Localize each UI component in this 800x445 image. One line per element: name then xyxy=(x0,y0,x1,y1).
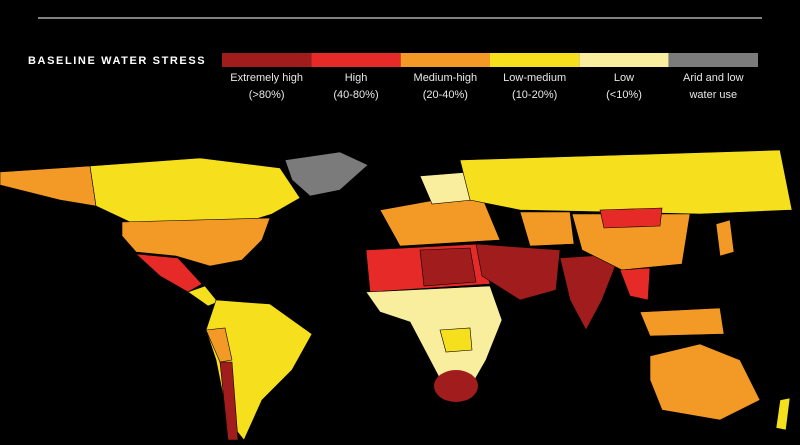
central-africa xyxy=(439,327,473,353)
legend-label: High xyxy=(345,72,368,84)
usa xyxy=(121,217,271,267)
chile xyxy=(219,361,239,441)
new-zealand xyxy=(775,397,791,431)
legend-swatch xyxy=(668,53,758,67)
world-map xyxy=(0,149,793,441)
legend-title: BASELINE WATER STRESS xyxy=(28,55,206,67)
legend-label: Extremely high xyxy=(230,72,303,84)
legend-label: (<10%) xyxy=(606,89,642,101)
legend-swatch xyxy=(400,53,490,67)
legend-swatch xyxy=(222,53,312,67)
legend-label: Low xyxy=(614,72,634,84)
legend-label: (20-40%) xyxy=(423,89,468,101)
libya-egypt xyxy=(419,247,477,287)
mongolia xyxy=(599,207,663,229)
legend-swatch xyxy=(579,53,669,67)
legend-label: (40-80%) xyxy=(333,89,378,101)
greenland xyxy=(284,151,369,197)
southeast-asia xyxy=(619,267,651,301)
canada xyxy=(89,157,301,225)
middle-east xyxy=(475,243,561,301)
mexico xyxy=(135,253,203,293)
russia xyxy=(459,149,793,215)
legend-swatch xyxy=(311,53,401,67)
legend-label: Arid and low xyxy=(683,72,744,84)
legend-label: water use xyxy=(688,89,737,101)
legend-label: (10-20%) xyxy=(512,89,557,101)
australia xyxy=(649,343,761,421)
legend: Extremely high (>80%) High (40-80%) Medium-h… xyxy=(222,53,758,101)
legend-label: Medium-high xyxy=(414,72,478,84)
south-africa xyxy=(434,370,478,402)
central-asia xyxy=(519,211,575,247)
legend-label: Low-medium xyxy=(503,72,566,84)
china xyxy=(571,213,691,271)
peru xyxy=(205,327,233,363)
indonesia xyxy=(639,307,725,337)
legend-label: (>80%) xyxy=(249,89,285,101)
legend-swatch xyxy=(490,53,580,67)
japan xyxy=(715,219,735,257)
